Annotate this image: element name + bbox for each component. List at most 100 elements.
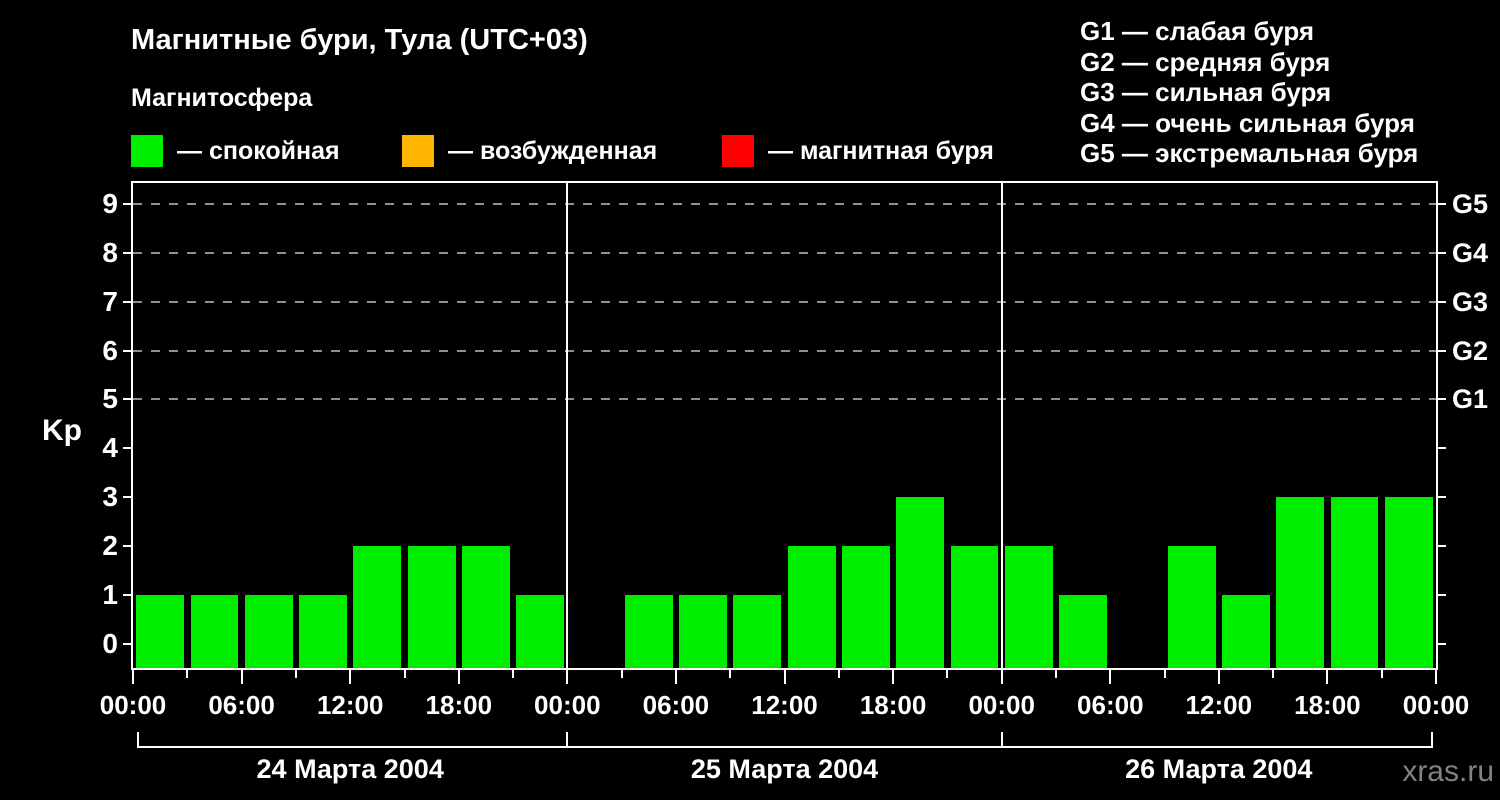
page-title: Магнитные бури, Тула (UTC+03) — [131, 24, 588, 56]
gridline-kp8 — [133, 251, 1436, 254]
legend-label-excited: — возбужденная — [448, 136, 658, 165]
y-tick-left-6 — [123, 349, 131, 352]
storm-scale-g5: G5 — экстремальная буря — [1080, 138, 1419, 168]
x-tick-label-48: 00:00 — [968, 690, 1035, 720]
y-tick-left-5 — [123, 398, 131, 401]
date-axis-tick-0 — [137, 732, 139, 748]
excited-color-swatch — [402, 135, 434, 167]
x-tick-3 — [186, 670, 189, 678]
plot-area — [131, 181, 1438, 670]
y-tick-right-0 — [1438, 642, 1446, 645]
y-tick-right-1 — [1438, 593, 1446, 596]
y-tick-left-9 — [123, 203, 131, 205]
kp-bar — [733, 594, 782, 668]
x-tick-0 — [132, 670, 134, 684]
g-level-label-g2: G2 — [1452, 335, 1489, 366]
day-divider-2 — [1000, 183, 1003, 668]
x-tick-57 — [1163, 670, 1166, 678]
x-tick-54 — [1109, 670, 1112, 684]
x-tick-72 — [1435, 670, 1437, 684]
x-tick-18 — [457, 670, 460, 684]
x-tick-label-6: 06:00 — [208, 690, 275, 720]
date-label-0: 24 Марта 2004 — [256, 754, 444, 784]
quiet-color-swatch — [131, 135, 163, 167]
y-tick-right-5 — [1438, 398, 1446, 401]
y-axis-title: Kp — [42, 414, 82, 447]
kp-bar — [1384, 497, 1433, 668]
x-tick-30 — [674, 670, 677, 684]
legend-item-storm: — магнитная буря — [722, 135, 994, 167]
y-tick-label-0: 0 — [102, 627, 118, 659]
g-level-label-g4: G4 — [1452, 237, 1489, 268]
x-tick-36 — [783, 670, 786, 684]
x-tick-label-66: 18:00 — [1294, 690, 1361, 720]
y-tick-label-4: 4 — [102, 432, 118, 464]
gridline-kp9 — [133, 203, 1436, 205]
day-divider-1 — [566, 183, 569, 668]
x-tick-45 — [946, 670, 949, 678]
y-tick-label-3: 3 — [102, 481, 118, 512]
x-tick-24 — [566, 670, 569, 684]
x-tick-42 — [892, 670, 895, 684]
legend-item-excited: — возбужденная — [402, 135, 657, 167]
x-tick-63 — [1272, 670, 1275, 678]
y-tick-label-7: 7 — [102, 285, 118, 317]
x-tick-label-12: 12:00 — [316, 690, 384, 720]
y-tick-label-2: 2 — [102, 529, 118, 561]
storm-scale-g4: G4 — очень сильная буря — [1080, 107, 1415, 138]
y-tick-left-1 — [123, 593, 131, 596]
y-tick-right-6 — [1438, 349, 1446, 352]
y-tick-right-2 — [1438, 544, 1446, 547]
kp-bar — [353, 545, 402, 668]
kp-bar — [1167, 545, 1216, 668]
y-tick-label-6: 6 — [102, 334, 118, 366]
x-tick-66 — [1326, 670, 1329, 684]
x-tick-60 — [1217, 670, 1220, 684]
x-tick-label-42: 18:00 — [859, 690, 927, 720]
x-tick-label-60: 12:00 — [1185, 690, 1253, 720]
y-tick-left-2 — [123, 544, 131, 547]
kp-bar — [1059, 594, 1108, 668]
y-tick-left-4 — [123, 447, 131, 450]
legend-label-quiet: — спокойная — [177, 136, 340, 165]
kp-bar — [244, 594, 293, 668]
x-tick-label-36: 12:00 — [751, 690, 818, 720]
y-tick-left-8 — [123, 251, 131, 254]
y-tick-right-7 — [1438, 300, 1446, 303]
kp-bar — [624, 594, 673, 668]
x-tick-51 — [1055, 670, 1057, 678]
g-level-label-g3: G3 — [1452, 286, 1489, 317]
kp-bar — [461, 545, 510, 668]
x-tick-label-0: 00:00 — [99, 690, 167, 720]
y-tick-label-9: 9 — [102, 188, 118, 219]
kp-bar — [896, 497, 945, 668]
watermark: xras.ru — [1402, 755, 1494, 788]
subtitle-magnetosphere: Магнитосфера — [131, 84, 313, 112]
date-axis-tick-2 — [1000, 732, 1003, 748]
x-tick-label-54: 06:00 — [1077, 690, 1144, 720]
gridline-kp5 — [133, 398, 1436, 401]
legend-label-storm: — магнитная буря — [768, 136, 994, 165]
storm-scale-g3: G3 — сильная буря — [1080, 77, 1332, 107]
y-tick-left-0 — [123, 642, 131, 645]
y-tick-left-3 — [123, 496, 131, 498]
kp-bar — [407, 545, 456, 668]
kp-bar — [1330, 497, 1379, 668]
kp-bar — [1276, 497, 1325, 668]
x-tick-39 — [837, 670, 840, 678]
gridline-kp6 — [133, 349, 1436, 352]
x-tick-48 — [1000, 670, 1003, 684]
kp-bar — [190, 594, 239, 668]
x-tick-label-30: 06:00 — [642, 690, 710, 720]
y-tick-label-1: 1 — [102, 578, 118, 610]
x-tick-12 — [349, 670, 352, 684]
y-tick-left-7 — [123, 300, 131, 303]
x-tick-label-72: 00:00 — [1402, 690, 1470, 720]
kp-bar — [299, 594, 347, 668]
y-tick-right-9 — [1438, 203, 1446, 205]
date-axis-tick-1 — [566, 732, 569, 748]
date-axis-tick-3 — [1431, 732, 1433, 748]
gridline-kp7 — [133, 300, 1436, 303]
y-tick-right-3 — [1438, 496, 1446, 498]
